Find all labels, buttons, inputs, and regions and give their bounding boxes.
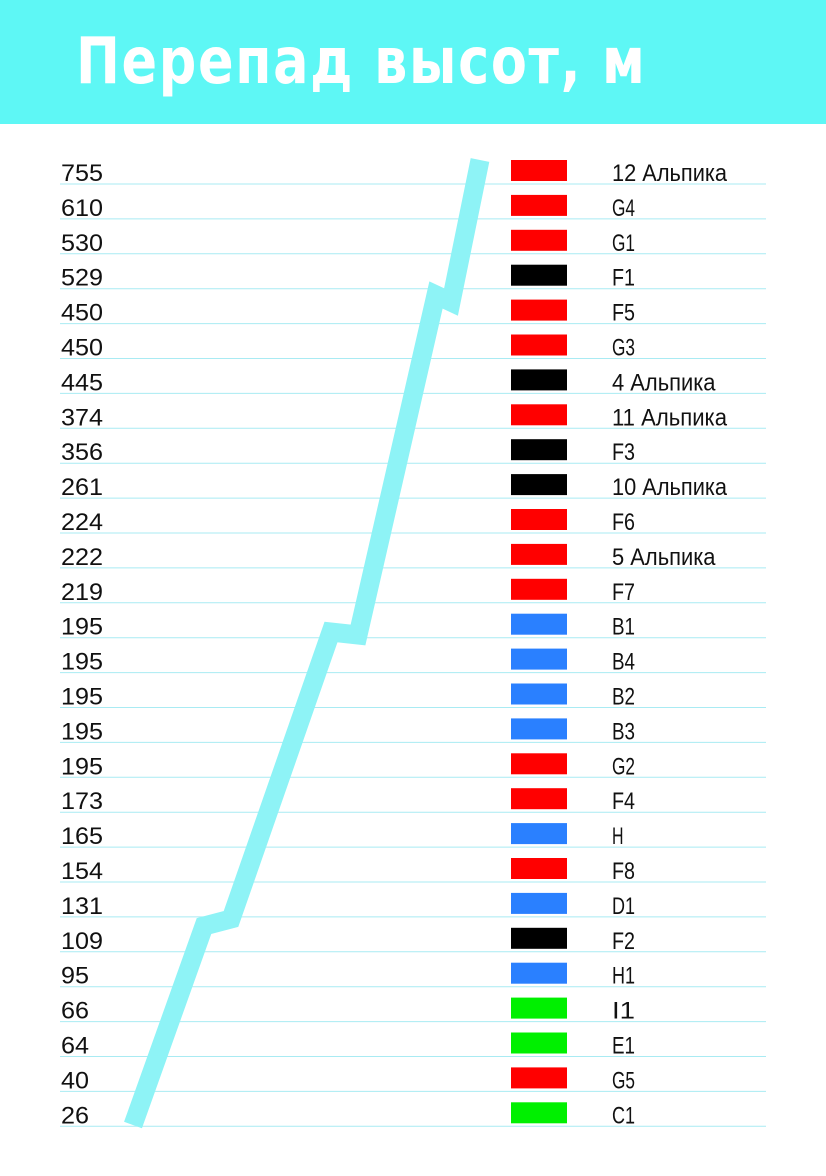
difficulty-swatch-blue xyxy=(511,892,567,914)
elevation-value: 450 xyxy=(61,335,103,362)
difficulty-swatch-black xyxy=(511,927,567,949)
difficulty-swatch-blue xyxy=(511,823,567,845)
elevation-value: 95 xyxy=(61,963,89,990)
elevation-value: 26 xyxy=(61,1102,89,1129)
difficulty-swatch-red xyxy=(511,788,567,810)
page-title: Перепад высот, м xyxy=(76,25,647,99)
trail-label: F3 xyxy=(612,439,635,466)
elevation-value: 530 xyxy=(61,230,103,257)
difficulty-swatch-red xyxy=(511,194,567,216)
elevation-value: 195 xyxy=(61,718,103,745)
trail-label: G3 xyxy=(612,335,635,362)
header-banner xyxy=(0,0,826,124)
trail-label: 12 Альпика xyxy=(612,160,728,187)
difficulty-swatch-black xyxy=(511,369,567,391)
difficulty-swatch-blue xyxy=(511,718,567,740)
trail-label: F5 xyxy=(612,300,635,327)
difficulty-swatch-blue xyxy=(511,683,567,705)
difficulty-swatch-blue xyxy=(511,613,567,635)
difficulty-swatch-blue xyxy=(511,648,567,670)
value-column: 755 610 530 529 450 450 445 374 356 261 224 222 219 1… xyxy=(61,160,103,1129)
difficulty-swatch-blue xyxy=(511,962,567,984)
elevation-value: 195 xyxy=(61,753,103,780)
trail-label: F2 xyxy=(612,928,635,955)
difficulty-swatch-red xyxy=(511,229,567,251)
trail-label: F8 xyxy=(612,858,635,885)
elevation-value: 222 xyxy=(61,544,103,571)
elevation-value: 445 xyxy=(61,369,103,396)
difficulty-swatch-red xyxy=(511,160,567,181)
trail-label: C1 xyxy=(612,1102,635,1129)
elevation-value: 450 xyxy=(61,300,103,327)
elevation-value: 131 xyxy=(61,893,103,920)
difficulty-swatch-red xyxy=(511,334,567,356)
elevation-value: 374 xyxy=(61,404,103,431)
difficulty-swatch-red xyxy=(511,578,567,600)
elevation-value: 219 xyxy=(61,579,103,606)
trail-label: G5 xyxy=(612,1067,635,1094)
difficulty-swatch-green xyxy=(511,997,567,1019)
elevation-value: 195 xyxy=(61,614,103,641)
elevation-value: 356 xyxy=(61,439,103,466)
difficulty-swatch-black xyxy=(511,264,567,286)
trail-label: 10 Альпика xyxy=(612,474,728,501)
difficulty-swatch-black xyxy=(511,439,567,461)
trail-label: F6 xyxy=(612,509,635,536)
trail-label: G4 xyxy=(612,195,635,222)
elevation-value: 40 xyxy=(61,1067,89,1094)
difficulty-swatch-red xyxy=(511,543,567,565)
elevation-value: 529 xyxy=(61,265,103,292)
trail-label: B2 xyxy=(612,684,635,711)
trail-label: H1 xyxy=(612,963,635,990)
trail-label: G1 xyxy=(612,230,635,257)
difficulty-swatch-red xyxy=(511,299,567,321)
trail-label: I1 xyxy=(612,998,635,1025)
difficulty-swatch-red xyxy=(511,1067,567,1089)
elevation-value: 66 xyxy=(61,998,89,1025)
elevation-value: 173 xyxy=(61,788,103,815)
trail-label: E1 xyxy=(612,1033,635,1060)
difficulty-swatch-red xyxy=(511,404,567,426)
trail-label: F7 xyxy=(612,579,635,606)
trail-label: G2 xyxy=(612,753,635,780)
elevation-profile-line xyxy=(124,158,490,1129)
elevation-value: 224 xyxy=(61,509,103,536)
elevation-value: 64 xyxy=(61,1033,89,1060)
color-column xyxy=(511,160,567,1124)
elevation-value: 610 xyxy=(61,195,103,222)
difficulty-swatch-red xyxy=(511,858,567,879)
difficulty-swatch-green xyxy=(511,1102,567,1124)
elevation-value: 195 xyxy=(61,684,103,711)
trail-label: 4 Альпика xyxy=(612,369,716,396)
elevation-value: 195 xyxy=(61,649,103,676)
difficulty-swatch-black xyxy=(511,474,567,496)
trail-label: B3 xyxy=(612,718,635,745)
trail-label: 5 Альпика xyxy=(612,544,716,571)
trail-label: B4 xyxy=(612,649,635,676)
row-rules xyxy=(60,183,766,1127)
trail-label: D1 xyxy=(612,893,635,920)
elevation-value: 109 xyxy=(61,928,103,955)
trail-label-column: 12 Альпика G4 G1 F1 F5 G3 4 Альпика 11 Альпика F… xyxy=(612,160,728,1129)
elevation-value: 154 xyxy=(61,858,103,885)
trail-label: F4 xyxy=(612,788,635,815)
elevation-value: 165 xyxy=(61,823,103,850)
elevation-value: 755 xyxy=(61,160,103,187)
elevation-value: 261 xyxy=(61,474,103,501)
trail-label: F1 xyxy=(612,265,635,292)
trail-label: 11 Альпика xyxy=(612,404,728,431)
difficulty-swatch-green xyxy=(511,1032,567,1054)
trail-label: H xyxy=(612,823,624,850)
trail-label: B1 xyxy=(612,614,635,641)
difficulty-swatch-red xyxy=(511,509,567,530)
difficulty-swatch-red xyxy=(511,753,567,775)
